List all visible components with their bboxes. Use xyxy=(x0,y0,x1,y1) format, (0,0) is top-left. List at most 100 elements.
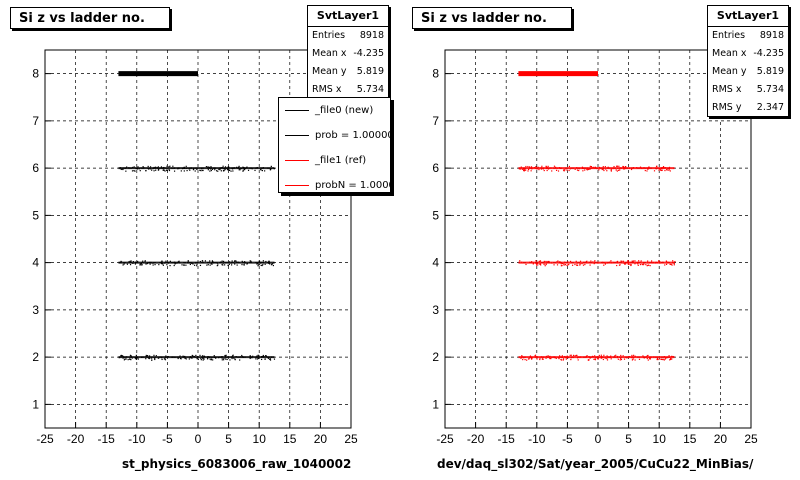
data-point xyxy=(534,354,537,356)
data-point xyxy=(521,261,523,263)
data-point xyxy=(256,263,258,265)
data-point xyxy=(162,264,164,266)
data-point xyxy=(222,167,224,169)
data-point xyxy=(242,170,244,172)
data-point xyxy=(583,261,585,263)
data-point xyxy=(185,264,187,266)
data-point xyxy=(623,358,626,360)
data-point xyxy=(121,355,123,357)
data-point xyxy=(137,260,139,263)
data-point xyxy=(199,354,201,356)
data-point xyxy=(674,260,676,263)
y-tick-label: 7 xyxy=(32,114,39,128)
data-point xyxy=(204,355,206,358)
data-point xyxy=(183,264,185,266)
data-point xyxy=(128,167,130,169)
data-point xyxy=(572,354,575,356)
data-point xyxy=(592,166,594,168)
data-point xyxy=(631,260,633,262)
data-point xyxy=(130,260,132,262)
stat-value: -4.235 xyxy=(353,48,384,59)
data-point xyxy=(558,167,560,169)
right-stats-row: Mean x -4.235 xyxy=(708,45,788,63)
data-point xyxy=(196,358,198,360)
data-point xyxy=(536,356,538,358)
data-point xyxy=(663,167,665,169)
data-point xyxy=(211,357,213,359)
data-point xyxy=(578,356,580,358)
data-point xyxy=(164,357,166,359)
data-point xyxy=(621,260,623,262)
legend-swatch xyxy=(285,185,309,186)
data-point xyxy=(668,169,670,171)
data-point xyxy=(564,264,567,266)
data-point xyxy=(232,354,234,356)
data-point xyxy=(228,167,230,169)
data-point xyxy=(616,260,619,263)
data-point xyxy=(545,357,547,359)
x-tick-label: 15 xyxy=(683,432,697,446)
data-point xyxy=(231,264,233,266)
data-point xyxy=(565,358,567,360)
data-point xyxy=(561,356,563,359)
data-point xyxy=(241,356,244,358)
data-point xyxy=(143,167,145,169)
x-tick-label: -5 xyxy=(162,432,173,446)
data-point xyxy=(631,261,634,263)
data-point xyxy=(228,263,230,265)
y-tick-label: 1 xyxy=(432,397,439,411)
data-point xyxy=(650,260,653,262)
data-point xyxy=(664,264,666,266)
data-point xyxy=(536,358,538,360)
data-point xyxy=(631,354,633,357)
data-point xyxy=(269,358,271,360)
data-point xyxy=(251,357,253,359)
data-point xyxy=(535,260,537,262)
data-point xyxy=(624,263,627,265)
data-point xyxy=(589,168,591,170)
data-point xyxy=(633,354,635,356)
data-point xyxy=(539,358,541,361)
data-point xyxy=(540,264,542,266)
data-point xyxy=(231,260,233,262)
data-point xyxy=(262,356,264,358)
data-point xyxy=(592,261,594,263)
data-point xyxy=(661,167,663,169)
data-point xyxy=(641,167,643,170)
data-point xyxy=(207,262,209,264)
data-point xyxy=(590,166,593,168)
data-point xyxy=(546,166,548,169)
data-point xyxy=(261,358,263,361)
data-point xyxy=(547,165,549,167)
data-point xyxy=(251,168,253,170)
data-point xyxy=(664,357,667,359)
data-point xyxy=(200,168,203,170)
data-point xyxy=(149,263,151,265)
data-point xyxy=(569,260,572,263)
data-point xyxy=(546,167,548,169)
data-point xyxy=(630,264,632,266)
data-point xyxy=(211,168,214,170)
data-point xyxy=(596,167,598,170)
y-tick-label: 6 xyxy=(432,161,439,175)
data-point xyxy=(574,168,576,170)
data-point xyxy=(637,261,639,264)
data-point xyxy=(598,354,600,357)
data-point xyxy=(634,263,636,265)
data-point xyxy=(212,261,214,263)
data-band xyxy=(118,167,275,170)
data-point xyxy=(177,261,179,263)
data-point xyxy=(616,355,619,358)
data-point xyxy=(185,165,187,167)
data-point xyxy=(618,165,620,167)
data-point xyxy=(646,167,648,169)
data-point xyxy=(157,166,159,168)
data-point xyxy=(235,261,238,263)
data-point xyxy=(264,263,266,265)
data-point xyxy=(211,262,213,264)
stat-value: 5.734 xyxy=(356,84,384,95)
data-point xyxy=(586,260,588,262)
data-point xyxy=(226,167,228,169)
data-point xyxy=(120,354,123,357)
